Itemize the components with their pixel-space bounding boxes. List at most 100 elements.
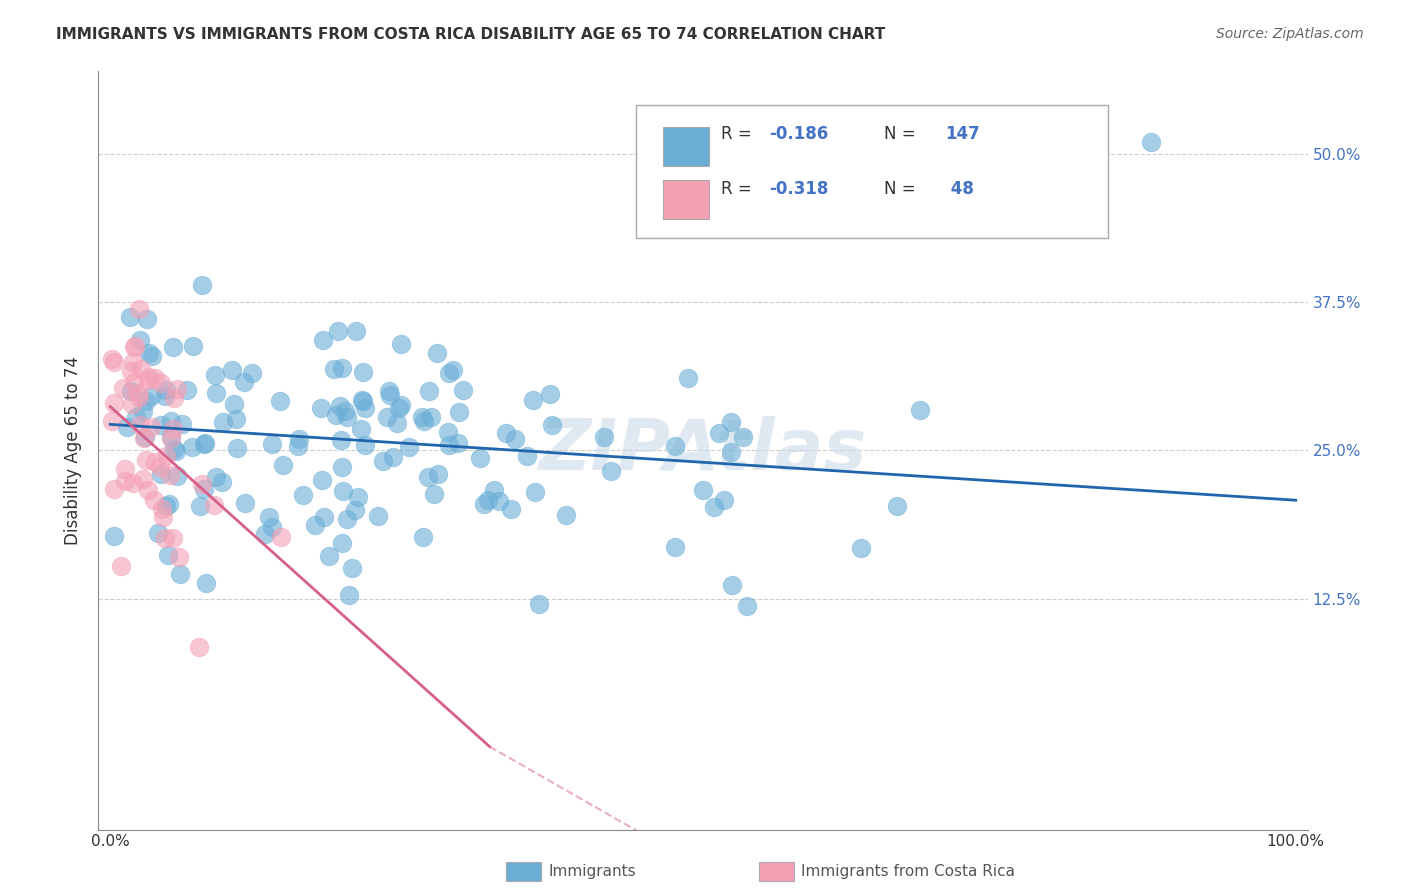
Point	[371, 453, 394, 467]
Point	[135, 393, 157, 408]
Point	[149, 417, 172, 432]
Point	[233, 376, 256, 390]
Point	[312, 510, 335, 524]
Point	[132, 431, 155, 445]
Point	[488, 494, 510, 508]
Point	[225, 441, 247, 455]
Point	[131, 472, 153, 486]
Point	[375, 409, 398, 424]
Point	[389, 398, 412, 412]
Point	[103, 529, 125, 543]
Point	[211, 415, 233, 429]
Point	[269, 393, 291, 408]
Point	[311, 401, 333, 415]
Point	[160, 430, 183, 444]
Point	[412, 530, 434, 544]
Point	[329, 434, 352, 448]
Point	[162, 422, 184, 436]
Point	[225, 412, 247, 426]
Point	[347, 490, 370, 504]
Point	[720, 415, 742, 429]
Point	[387, 401, 409, 416]
Point	[441, 363, 464, 377]
Point	[159, 430, 181, 444]
Point	[446, 435, 468, 450]
Point	[112, 380, 135, 394]
Point	[221, 363, 243, 377]
Point	[437, 437, 460, 451]
Point	[162, 531, 184, 545]
Point	[378, 388, 401, 402]
Point	[188, 640, 211, 654]
Point	[419, 409, 441, 424]
Point	[155, 383, 177, 397]
Point	[350, 422, 373, 436]
Point	[522, 392, 544, 407]
Point	[346, 324, 368, 338]
Point	[703, 500, 725, 514]
Point	[120, 384, 142, 399]
Point	[735, 599, 758, 614]
Point	[167, 549, 190, 564]
Text: 48: 48	[945, 180, 974, 198]
Point	[1140, 136, 1163, 150]
Point	[721, 578, 744, 592]
Point	[484, 483, 506, 497]
Point	[103, 355, 125, 369]
Point	[129, 334, 152, 348]
Y-axis label: Disability Age 65 to 74: Disability Age 65 to 74	[65, 356, 83, 545]
Point	[340, 560, 363, 574]
Point	[330, 361, 353, 376]
Point	[271, 458, 294, 472]
Point	[135, 453, 157, 467]
Point	[114, 474, 136, 488]
Point	[122, 476, 145, 491]
Point	[233, 495, 256, 509]
Point	[183, 339, 205, 353]
Point	[593, 430, 616, 444]
Point	[330, 535, 353, 549]
Point	[413, 414, 436, 428]
Point	[128, 302, 150, 317]
Point	[139, 389, 162, 403]
Point	[260, 520, 283, 534]
Point	[378, 384, 401, 399]
Point	[418, 384, 440, 398]
Point	[143, 493, 166, 508]
Text: IMMIGRANTS VS IMMIGRANTS FROM COSTA RICA DISABILITY AGE 65 TO 74 CORRELATION CHA: IMMIGRANTS VS IMMIGRANTS FROM COSTA RICA…	[56, 27, 886, 42]
Point	[150, 376, 173, 391]
Point	[416, 470, 439, 484]
Point	[329, 399, 352, 413]
Point	[886, 499, 908, 513]
Point	[709, 425, 731, 440]
Point	[145, 455, 167, 469]
Point	[529, 597, 551, 611]
Point	[166, 469, 188, 483]
Text: N =: N =	[884, 180, 921, 198]
Point	[389, 336, 412, 351]
Point	[138, 370, 160, 384]
Point	[541, 418, 564, 433]
Point	[202, 498, 225, 512]
Point	[134, 430, 156, 444]
Text: 147: 147	[945, 125, 980, 143]
Point	[204, 368, 226, 383]
Point	[398, 440, 420, 454]
Point	[352, 364, 374, 378]
Point	[125, 409, 148, 424]
Point	[540, 386, 562, 401]
Point	[101, 351, 124, 366]
Point	[354, 438, 377, 452]
Point	[495, 426, 517, 441]
Point	[664, 439, 686, 453]
Text: -0.186: -0.186	[769, 125, 828, 143]
Point	[155, 449, 177, 463]
Point	[165, 443, 187, 458]
Point	[425, 346, 447, 360]
Point	[139, 419, 162, 434]
Point	[600, 464, 623, 478]
Point	[323, 362, 346, 376]
Point	[304, 518, 326, 533]
Point	[132, 404, 155, 418]
Point	[439, 367, 461, 381]
